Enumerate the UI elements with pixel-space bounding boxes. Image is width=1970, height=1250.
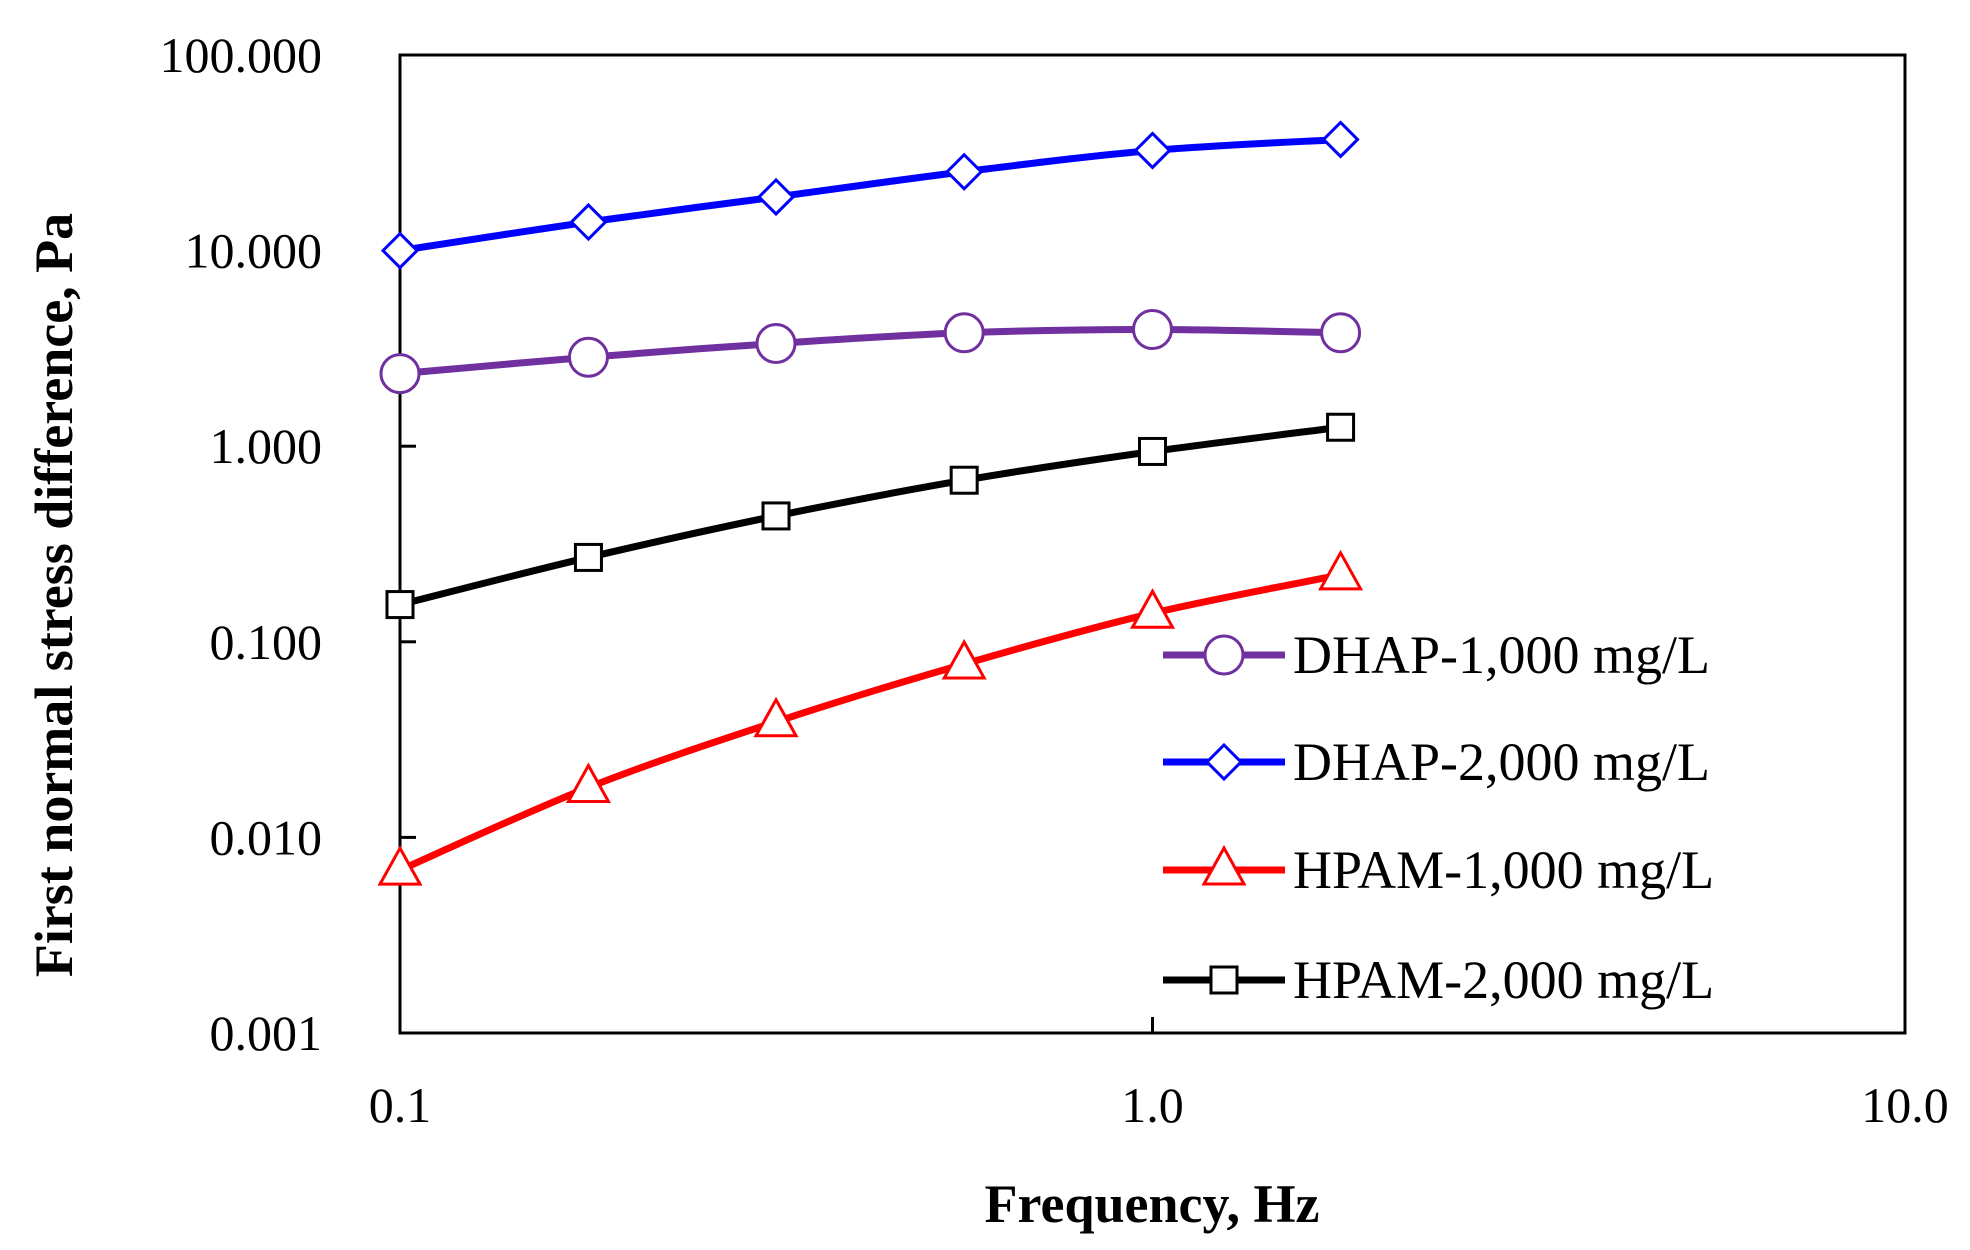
data-point xyxy=(1129,588,1176,629)
legend-swatch-marker xyxy=(1209,965,1239,995)
y-tick-label: 100.000 xyxy=(160,27,323,83)
legend-item-dhap-2-000-mg-l: DHAP-2,000 mg/L xyxy=(1163,732,1710,792)
series-layer xyxy=(377,120,1364,886)
y-tick-label: 0.100 xyxy=(210,614,323,670)
series-dhap-1-000-mg-l xyxy=(379,309,1362,395)
series-hpam-2-000-mg-l xyxy=(385,412,1356,620)
series-line xyxy=(396,326,1345,378)
x-axis-title: Frequency, Hz xyxy=(985,1174,1320,1234)
data-point xyxy=(380,231,420,270)
data-point xyxy=(753,696,799,738)
data-point xyxy=(1318,549,1364,591)
data-point xyxy=(1133,131,1172,170)
legend-swatch-marker xyxy=(1203,634,1245,676)
y-axis-title: First normal stress difference, Pa xyxy=(24,213,84,977)
legend-label: DHAP-1,000 mg/L xyxy=(1293,625,1710,685)
x-tick-label: 10.0 xyxy=(1861,1077,1949,1133)
data-point xyxy=(1132,309,1173,351)
y-tick-label: 10.000 xyxy=(185,223,323,279)
series-line xyxy=(396,135,1345,255)
data-point xyxy=(943,312,985,354)
data-point xyxy=(385,590,415,620)
y-axis: 100.000 10.000 1.000 0.100 0.010 0.001 xyxy=(160,27,416,1061)
data-point xyxy=(379,353,421,395)
legend-label: HPAM-1,000 mg/L xyxy=(1293,840,1714,900)
data-point xyxy=(945,152,984,191)
data-point xyxy=(573,542,603,572)
data-point xyxy=(1326,412,1356,442)
series-hpam-1-000-mg-l xyxy=(377,549,1364,886)
data-point xyxy=(756,177,796,217)
y-tick-label: 0.010 xyxy=(210,809,323,865)
legend-label: HPAM-2,000 mg/L xyxy=(1293,950,1714,1010)
data-point xyxy=(761,501,791,531)
data-point xyxy=(567,336,609,378)
legend-item-dhap-1-000-mg-l: DHAP-1,000 mg/L xyxy=(1163,625,1710,685)
legend-item-hpam-2-000-mg-l: HPAM-2,000 mg/L xyxy=(1163,950,1714,1010)
legend-swatch-marker xyxy=(1201,844,1247,886)
data-point xyxy=(941,638,987,680)
data-point xyxy=(1320,312,1362,354)
x-tick-label: 0.1 xyxy=(369,1077,432,1133)
legend-swatch-marker xyxy=(1204,742,1244,782)
legend-item-hpam-1-000-mg-l: HPAM-1,000 mg/L xyxy=(1163,840,1714,900)
x-axis: 0.1 1.0 10.0 xyxy=(369,1017,1949,1133)
x-tick-label: 1.0 xyxy=(1121,1077,1184,1133)
data-point xyxy=(565,762,611,803)
legend-label: DHAP-2,000 mg/L xyxy=(1293,732,1710,792)
data-point xyxy=(949,465,979,495)
data-point xyxy=(1321,120,1360,159)
series-line xyxy=(396,423,1345,609)
legend: DHAP-1,000 mg/L DHAP-2,000 mg/L HPAM-1,000… xyxy=(1163,625,1714,1010)
series-dhap-2-000-mg-l xyxy=(380,120,1360,270)
y-tick-label: 0.001 xyxy=(210,1005,323,1061)
data-point xyxy=(1138,436,1167,466)
series-line xyxy=(396,571,1345,874)
y-tick-label: 1.000 xyxy=(210,418,323,474)
data-point xyxy=(569,202,608,242)
data-point xyxy=(755,323,797,365)
data-point xyxy=(377,845,423,886)
